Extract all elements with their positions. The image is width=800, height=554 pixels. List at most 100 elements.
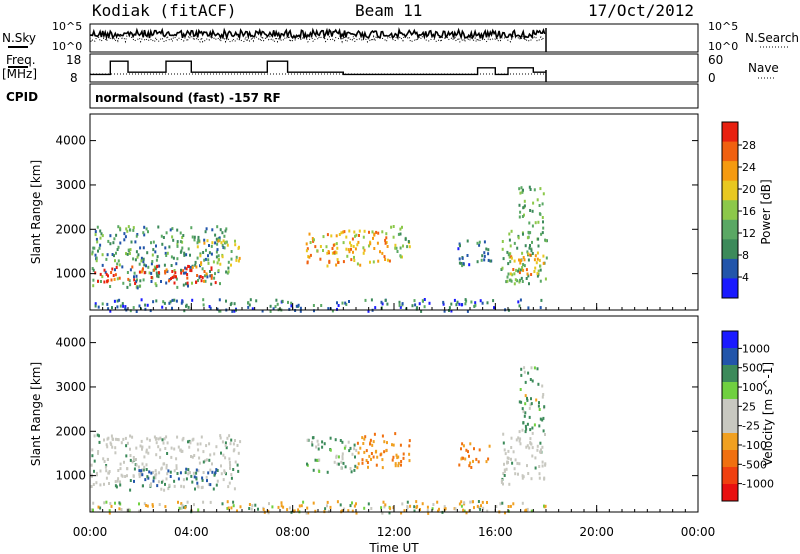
scatter-cell [506,460,509,464]
scatter-cell [197,235,200,239]
scatter-cell [141,445,144,449]
scatter-cell [210,267,213,271]
scatter-cell [234,460,237,464]
scatter-cell [107,471,110,475]
scatter-cell [339,439,342,442]
scatter-cell [394,246,397,250]
scatter-cell [145,448,148,452]
scatter-cell [538,258,541,262]
scatter-cell [95,256,98,260]
scatter-cell [356,243,359,247]
scatter-cell [536,444,539,448]
scatter-cell [134,240,137,244]
scatter-cell [223,469,226,473]
scatter-cell [545,256,548,260]
scatter-cell [229,463,232,467]
scatter-cell [364,298,367,302]
scatter-cell [340,466,343,470]
scatter-cell [166,452,169,455]
scatter-cell [399,443,402,447]
scatter-cell [248,303,251,307]
scatter-cell [524,430,527,434]
scatter-cell [155,284,158,288]
scatter-cell [374,450,377,454]
scatter-cell [427,511,430,515]
scatter-cell [218,236,221,240]
scatter-cell [331,251,334,255]
scatter-cell [94,253,97,257]
scatter-cell [533,270,536,273]
scatter-cell [169,228,172,232]
scatter-cell [133,458,136,462]
scatter-cell [376,241,379,245]
scatter-cell [369,240,372,244]
scatter-cell [110,443,113,446]
scatter-cell [155,437,158,441]
scatter-cell [127,248,130,252]
scatter-cell [94,304,97,308]
scatter-cell [337,455,340,459]
scatter-cell [180,502,183,506]
scatter-cell [510,229,513,233]
scatter-cell [526,396,528,400]
scatter-cell [428,301,431,305]
scatter-cell [525,445,528,449]
scatter-cell [133,278,136,282]
scatter-cell [269,309,272,313]
scatter-cell [120,508,123,511]
scatter-cell [385,236,388,240]
scatter-region-1 [94,264,217,285]
colorbar-swatch [722,433,738,451]
scatter-cell [220,451,222,455]
scatter-cell [183,309,186,313]
nsky-panel-frame [89,23,699,53]
scatter-cell [195,468,198,472]
scatter-cell [145,468,148,471]
scatter-cell [142,257,145,261]
scatter-cell [138,262,141,266]
scatter-cell [95,259,98,263]
scatter-cell [160,480,163,484]
scatter-cell [319,245,322,248]
scatter-cell [530,273,533,276]
scatter-cell [506,250,509,254]
scatter-cell [107,274,109,278]
colorbar-tick-label: 1000 [742,342,770,355]
scatter-cell [511,461,514,465]
scatter-cell [476,241,479,245]
scatter-cell [204,230,207,234]
scatter-cell [542,254,545,258]
scatter-cell [217,269,220,273]
scatter-cell [521,266,524,269]
scatter-cell [530,477,533,481]
scatter-cell [311,237,314,240]
scatter-cell [132,306,135,310]
scatter-cell [321,445,324,449]
scatter-cell [436,500,439,504]
scatter-cell [368,454,371,458]
scatter-cell [116,479,119,483]
scatter-cell [131,265,134,269]
scatter-cell [152,479,155,483]
scatter-cell [353,255,355,259]
scatter-cell [200,261,203,265]
scatter-cell [373,233,376,237]
scatter-cell [520,276,523,280]
scatter-cell [150,241,152,245]
scatter-cell [460,303,463,307]
scatter-region-2 [196,238,241,267]
scatter-cell [502,441,505,445]
scatter-cell [390,225,393,229]
scatter-cell [478,243,481,247]
scatter-cell [367,309,370,313]
scatter-cell [214,471,217,474]
scatter-cell [161,305,164,309]
velocity-ylabel: Slant Range [km] [29,362,43,466]
scatter-cell [272,307,275,311]
scatter-cell [394,462,397,466]
scatter-cell [222,478,225,482]
scatter-cell [392,225,395,228]
scatter-cell [119,462,122,466]
